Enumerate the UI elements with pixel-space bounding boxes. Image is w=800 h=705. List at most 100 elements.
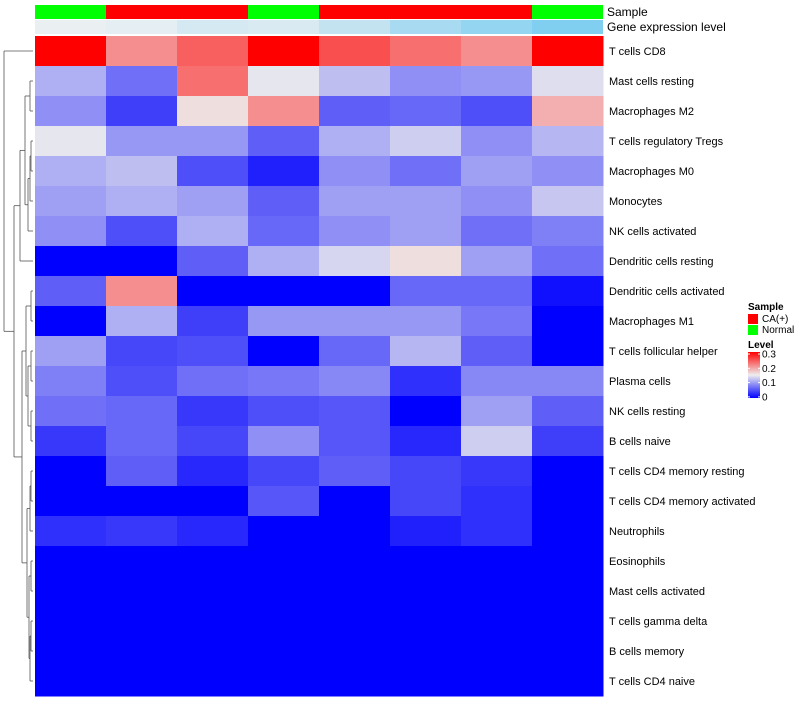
heatmap-cell bbox=[390, 576, 462, 607]
row-label: Monocytes bbox=[609, 196, 663, 208]
heatmap-cell bbox=[106, 96, 178, 127]
heatmap-cell bbox=[177, 366, 249, 397]
heatmap-cell bbox=[177, 216, 249, 247]
heatmap-cell bbox=[106, 456, 178, 487]
heatmap-cell bbox=[248, 636, 320, 667]
heatmap-cell bbox=[461, 576, 533, 607]
heatmap-cell bbox=[35, 246, 107, 277]
gene-expression-annotation-cell bbox=[390, 20, 461, 34]
heatmap-cell bbox=[390, 366, 462, 397]
heatmap-cell bbox=[248, 396, 320, 427]
heatmap-cell bbox=[35, 396, 107, 427]
heatmap-cell bbox=[390, 156, 462, 187]
sample-annotation-cell bbox=[35, 5, 106, 19]
legend-level-title: Level bbox=[748, 340, 774, 351]
row-label: Plasma cells bbox=[609, 376, 671, 388]
heatmap-cell bbox=[461, 366, 533, 397]
row-label: Macrophages M0 bbox=[609, 166, 694, 178]
heatmap-cell bbox=[177, 96, 249, 127]
heatmap-cell bbox=[106, 216, 178, 247]
heatmap-cell bbox=[248, 336, 320, 367]
heatmap-cell bbox=[532, 276, 604, 307]
heatmap-cell bbox=[319, 186, 391, 217]
gene-expression-annotation-cell bbox=[248, 20, 319, 34]
row-label: T cells CD8 bbox=[609, 46, 666, 58]
heatmap-cell bbox=[248, 366, 320, 397]
heatmap-cell bbox=[35, 486, 107, 517]
heatmap-cell bbox=[319, 576, 391, 607]
row-label: Dendritic cells activated bbox=[609, 286, 725, 298]
heatmap-cell bbox=[248, 216, 320, 247]
heatmap-cell bbox=[319, 516, 391, 547]
heatmap-cell bbox=[390, 636, 462, 667]
heatmap-cell bbox=[248, 516, 320, 547]
heatmap-cell bbox=[248, 186, 320, 217]
heatmap-cell bbox=[35, 336, 107, 367]
heatmap-cell bbox=[177, 516, 249, 547]
heatmap-cell bbox=[106, 516, 178, 547]
heatmap-cell bbox=[461, 126, 533, 157]
heatmap-cell bbox=[177, 66, 249, 97]
heatmap-cell bbox=[532, 366, 604, 397]
heatmap-cell bbox=[461, 186, 533, 217]
sample-annotation-cell bbox=[532, 5, 603, 19]
heatmap-cell bbox=[532, 606, 604, 637]
heatmap-cell bbox=[319, 156, 391, 187]
heatmap-cell bbox=[35, 576, 107, 607]
sample-track-label: Sample bbox=[607, 5, 648, 19]
heatmap-cell bbox=[461, 486, 533, 517]
row-label: B cells memory bbox=[609, 646, 685, 658]
heatmap-cell bbox=[248, 576, 320, 607]
legend-level-tick-label: 0.1 bbox=[762, 378, 776, 389]
heatmap-cell bbox=[248, 456, 320, 487]
heatmap-cell bbox=[319, 486, 391, 517]
heatmap-cell bbox=[390, 246, 462, 277]
heatmap-cell bbox=[106, 186, 178, 217]
heatmap-cell bbox=[35, 276, 107, 307]
legend-level-tick-label: 0.3 bbox=[762, 350, 776, 361]
heatmap-cell bbox=[319, 216, 391, 247]
heatmap-cell bbox=[177, 276, 249, 307]
heatmap-cell bbox=[390, 96, 462, 127]
heatmap-cell bbox=[248, 126, 320, 157]
heatmap-cell bbox=[319, 66, 391, 97]
heatmap-cell bbox=[177, 426, 249, 457]
heatmap-cell bbox=[177, 36, 249, 67]
legend-sample-swatch bbox=[748, 325, 758, 335]
heatmap-cell bbox=[390, 66, 462, 97]
heatmap-cell bbox=[319, 666, 391, 697]
heatmap-cell bbox=[461, 666, 533, 697]
heatmap-cell bbox=[461, 276, 533, 307]
heatmap-cell bbox=[106, 126, 178, 157]
heatmap-cell bbox=[35, 426, 107, 457]
heatmap-cell bbox=[319, 426, 391, 457]
row-label: T cells gamma delta bbox=[609, 616, 708, 628]
heatmap-cell bbox=[106, 666, 178, 697]
heatmap-cell bbox=[35, 666, 107, 697]
heatmap-cells bbox=[35, 36, 604, 697]
heatmap-cell bbox=[106, 276, 178, 307]
row-dendrogram bbox=[3, 50, 33, 682]
heatmap-cell bbox=[532, 36, 604, 67]
row-labels: T cells CD8 Mast cells resting Macrophages… bbox=[609, 46, 756, 688]
sample-annotation-cell bbox=[461, 5, 532, 19]
heatmap-cell bbox=[35, 66, 107, 97]
heatmap-cell bbox=[390, 276, 462, 307]
heatmap-cell bbox=[35, 606, 107, 637]
heatmap-cell bbox=[319, 336, 391, 367]
heatmap-cell bbox=[532, 576, 604, 607]
heatmap-cell bbox=[106, 306, 178, 337]
heatmap-cell bbox=[177, 606, 249, 637]
heatmap-cell bbox=[461, 426, 533, 457]
sample-annotation-cell bbox=[319, 5, 390, 19]
heatmap-cell bbox=[390, 666, 462, 697]
heatmap-cell bbox=[35, 366, 107, 397]
heatmap-cell bbox=[390, 306, 462, 337]
heatmap-cell bbox=[461, 216, 533, 247]
heatmap-cell bbox=[106, 246, 178, 277]
heatmap-cell bbox=[461, 36, 533, 67]
heatmap-cell bbox=[390, 426, 462, 457]
legend-sample-swatch bbox=[748, 314, 758, 324]
row-label: Eosinophils bbox=[609, 556, 666, 568]
gene-expression-annotation-cell bbox=[35, 20, 106, 34]
